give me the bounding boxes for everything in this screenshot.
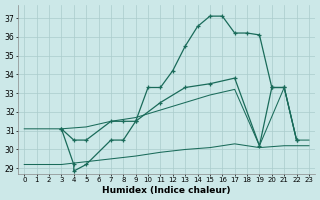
X-axis label: Humidex (Indice chaleur): Humidex (Indice chaleur) bbox=[102, 186, 231, 195]
